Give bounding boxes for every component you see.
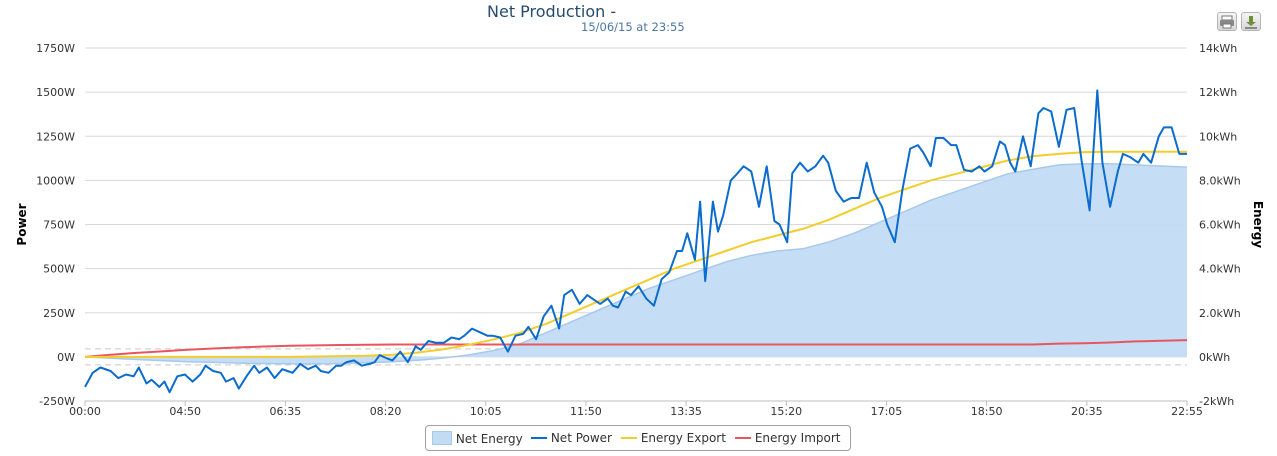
legend-item-energy-import[interactable]: Energy Import [735,431,840,445]
y-right-tick-label: 0kWh [1199,351,1230,364]
y-right-tick-label: -2kWh [1199,395,1234,408]
legend-swatch [432,431,452,445]
axes: -250W 0W 250W 500W 750W 1000W 1250W 1500W 1750W -… [15,42,1265,418]
x-tick-label: 13:35 [670,405,702,418]
y-left-tick-label: 1750W [36,42,75,55]
y-right-tick-label: 12kWh [1199,86,1237,99]
energy-import-line [84,339,1188,358]
y-left-tick-label: 250W [43,307,75,320]
legend-swatch [735,437,751,439]
y-left-tick-label: 1000W [36,174,75,187]
x-tick-label: 22:55 [1171,405,1203,418]
x-tick-label: 06:35 [270,405,302,418]
y-left-tick-label: 1250W [36,130,75,143]
energy-export-line [85,150,1187,358]
legend-label: Net Power [550,431,612,445]
y-right-tick-label: 6.0kWh [1199,219,1241,232]
y-right-tick-label: 10kWh [1199,130,1237,143]
x-tick-label: 18:50 [971,405,1003,418]
x-tick-label: 00:00 [69,405,101,418]
chart-subtitle: 15/06/15 at 23:55 [581,20,685,34]
y-left-tick-label: 750W [43,219,75,232]
y-left-tick-label: 500W [43,263,75,276]
y-right-axis-title: Energy [1251,201,1265,248]
x-tick-label: 17:05 [871,405,903,418]
chart-title: Net Production - [487,2,617,21]
print-button[interactable] [1217,12,1237,31]
legend-item-net-energy[interactable]: Net Energy [432,431,523,446]
download-icon [1245,16,1257,29]
series-layer [84,89,1188,394]
net-energy-area [85,163,1187,364]
y-left-tick-label: 1500W [36,86,75,99]
x-tick-label: 20:35 [1071,405,1103,418]
legend-label: Energy Export [640,431,726,445]
legend-item-energy-export[interactable]: Energy Export [621,431,726,445]
legend-label: Net Energy [455,432,523,446]
y-left-axis-title: Power [15,203,29,245]
y-left-tick-label: 0W [57,351,75,364]
net-power-line [84,89,1187,394]
legend: Net Energy Net Power Energy Export Energ… [425,425,851,451]
download-button[interactable] [1241,12,1261,31]
x-tick-label: 11:50 [570,405,602,418]
y-right-tick-label: 2.0kWh [1199,307,1241,320]
legend-swatch [531,437,547,439]
legend-swatch [621,437,637,439]
x-tick-label: 15:20 [770,405,802,418]
legend-label: Energy Import [754,431,841,445]
x-tick-label: 04:50 [169,405,201,418]
net-energy-line [84,163,1188,365]
y-left-tick-label: -250W [39,395,75,408]
x-tick-label: 10:05 [470,405,502,418]
legend-item-net-power[interactable]: Net Power [531,431,612,445]
y-right-tick-label: 14kWh [1199,42,1237,55]
x-tick-label: 08:20 [370,405,402,418]
y-right-tick-label: 4.0kWh [1199,263,1241,276]
printer-icon [1220,15,1234,29]
y-right-tick-label: 8.0kWh [1199,174,1241,187]
